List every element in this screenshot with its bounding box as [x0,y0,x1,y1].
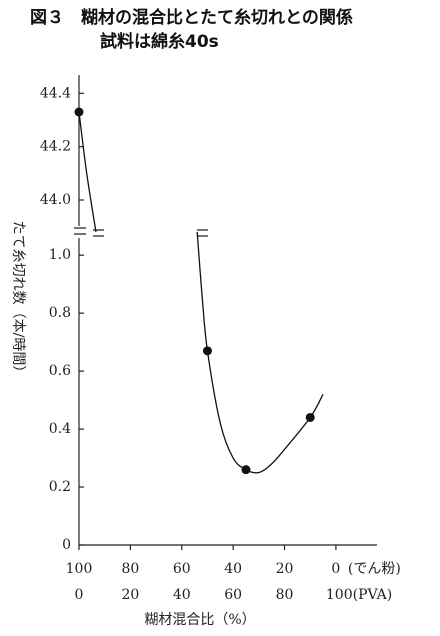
fit-curve [196,231,324,474]
y-tick-label: 0.2 [49,479,71,495]
y-tick-label: 44.0 [40,192,71,208]
x-tick-label: 80 [121,561,139,577]
x-tick-label: 40 [224,561,242,577]
x-tick-label: 0 [331,561,340,577]
chart-title: 図３ 糊材の混合比とたて糸切れとの関係 [30,7,353,28]
x-unit-label: (でん粉) [348,561,401,577]
chart-subtitle: 試料は綿糸40s [100,31,219,52]
curve-break [197,229,208,237]
axis-lines [78,75,377,546]
y-tick-label: 44.4 [40,85,71,101]
y-tick-label: 0.6 [49,363,71,379]
axis-break [74,227,104,237]
y-tick-label: 0 [62,537,71,553]
x2-tick-label: 80 [276,587,294,603]
y-tick-label: 0.8 [49,305,71,321]
x2-tick-label: 40 [173,587,191,603]
data-point [305,412,315,422]
fit-curve [78,111,97,233]
data-point [74,107,84,117]
x-axis-label: 糊材混合比（%） [144,612,255,628]
y-axis-label: たて糸切れ数（本/時間） [10,221,26,380]
x-tick-label: 20 [276,561,294,577]
x2-tick-label: 100(PVA) [326,587,392,603]
data-point [202,346,212,356]
x2-tick-label: 0 [75,587,84,603]
y-tick-label: 1.0 [49,247,71,263]
y-tick-label: 44.2 [40,139,71,155]
y-tick-label: 0.4 [49,421,71,437]
x-tick-label: 100 [66,561,93,577]
x-tick-label: 60 [173,561,191,577]
data-point [241,465,251,475]
x2-tick-label: 20 [121,587,139,603]
x2-tick-label: 60 [224,587,242,603]
